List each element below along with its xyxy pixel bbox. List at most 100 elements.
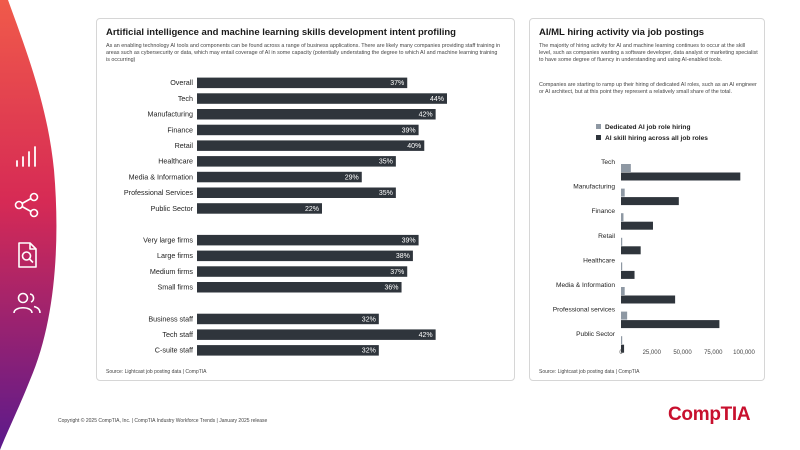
category-label: Healthcare [583,257,615,264]
skill-hiring-bar [621,344,625,353]
signal-bars-icon[interactable] [12,142,42,172]
category-label: Retail [598,233,615,240]
category-label: Manufacturing [573,184,615,191]
category-label: Overall [170,78,193,87]
source-note: Source: Lightcast job posting data | Com… [106,369,207,375]
document-search-icon[interactable] [12,240,42,270]
skill-hiring-bar [621,246,641,255]
category-label: Medium firms [150,267,194,276]
category-label: Professional services [553,307,616,314]
legend-swatch [596,124,601,129]
sidebar-gradient [0,0,57,450]
bar [197,250,413,262]
value-label: 29% [345,174,359,181]
skills-intent-chart: Overall 37% Tech 44% Manufacturing 42% Finance… [124,77,447,356]
skill-hiring-bar [621,295,676,304]
panel-title: Artificial intelligence and machine lear… [106,27,456,38]
category-label: Tech staff [162,330,193,339]
bar [197,313,379,325]
bar [197,282,402,293]
hiring-activity-panel: AI/ML hiring activity via job postings T… [529,18,765,381]
category-label: Business staff [148,314,193,323]
skills-intent-panel: Artificial intelligence and machine lear… [96,18,515,381]
share-icon[interactable] [12,190,42,220]
category-label: Finance [592,208,616,215]
category-label: Very large firms [143,235,193,244]
value-label: 35% [379,190,393,197]
bar [197,140,425,151]
value-label: 44% [430,96,444,103]
category-label: Media & Information [556,282,615,289]
value-label: 32% [362,316,376,323]
category-label: Media & Information [129,172,193,181]
value-label: 32% [362,348,376,355]
skill-hiring-bar [621,197,679,206]
value-label: 42% [419,332,433,339]
x-tick-label: 50,000 [673,350,692,356]
dedicated-role-bar [621,213,624,222]
skill-hiring-bar [621,221,653,230]
legend-swatch [596,135,601,140]
bar [197,124,419,136]
category-label: Manufacturing [147,110,193,119]
panel-description: The majority of hiring activity for AI a… [539,43,758,64]
bar [197,234,419,246]
bar [197,93,447,104]
hiring-activity-chart: Dedicated AI job role hiring AI skill hir… [553,124,756,356]
legend-label: AI skill hiring across all job roles [605,135,708,142]
skill-hiring-bar [621,270,635,279]
dedicated-role-bar [621,237,623,246]
dedicated-role-bar [621,188,625,197]
x-tick-label: 0 [619,350,623,356]
value-label: 22% [305,206,319,213]
value-label: 35% [379,159,393,166]
dedicated-role-bar [621,164,631,172]
value-label: 42% [419,112,433,119]
sidebar [0,0,66,450]
dedicated-role-bar [621,287,625,295]
category-label: Retail [175,141,194,150]
panel-description: As an enabling technology AI tools and c… [106,43,501,64]
bar [197,266,408,277]
value-label: 39% [402,127,416,134]
bar [197,109,436,120]
category-label: C-suite staff [155,346,193,355]
skill-hiring-bar [621,320,720,329]
value-label: 37% [390,269,404,276]
panel-title: AI/ML hiring activity via job postings [539,27,705,38]
category-label: Finance [167,125,193,134]
value-label: 37% [390,80,404,87]
category-label: Tech [178,94,193,103]
category-label: Healthcare [158,157,193,166]
category-label: Professional Services [124,188,194,197]
bar [197,329,436,340]
value-label: 38% [396,253,410,260]
value-label: 39% [402,237,416,244]
value-label: 40% [407,143,421,150]
panel-description-2: Companies are starting to ramp up their … [539,82,757,96]
x-tick-label: 75,000 [704,350,723,356]
comptia-logo[interactable]: CompTIA [668,404,751,425]
bar [197,187,396,198]
skill-hiring-bar [621,172,741,181]
bar [197,345,379,356]
source-note: Source: Lightcast job posting data | Com… [539,369,640,375]
category-label: Tech [601,159,615,166]
category-label: Public Sector [151,204,194,213]
dedicated-role-bar [621,311,628,320]
category-label: Public Sector [576,331,616,338]
legend-label: Dedicated AI job role hiring [605,124,690,131]
dedicated-role-bar [621,262,623,271]
users-icon[interactable] [12,288,42,318]
value-label: 36% [385,285,399,292]
bar [197,156,396,167]
bar [197,171,362,183]
dedicated-role-bar [621,336,623,345]
bar [197,203,322,214]
footer-copyright: Copyright © 2025 CompTIA, Inc. | CompTIA… [58,418,268,424]
category-label: Large firms [157,251,193,260]
category-label: Small firms [157,283,193,292]
x-tick-label: 100,000 [733,350,755,356]
x-tick-label: 25,000 [643,350,662,356]
bar [197,77,408,89]
